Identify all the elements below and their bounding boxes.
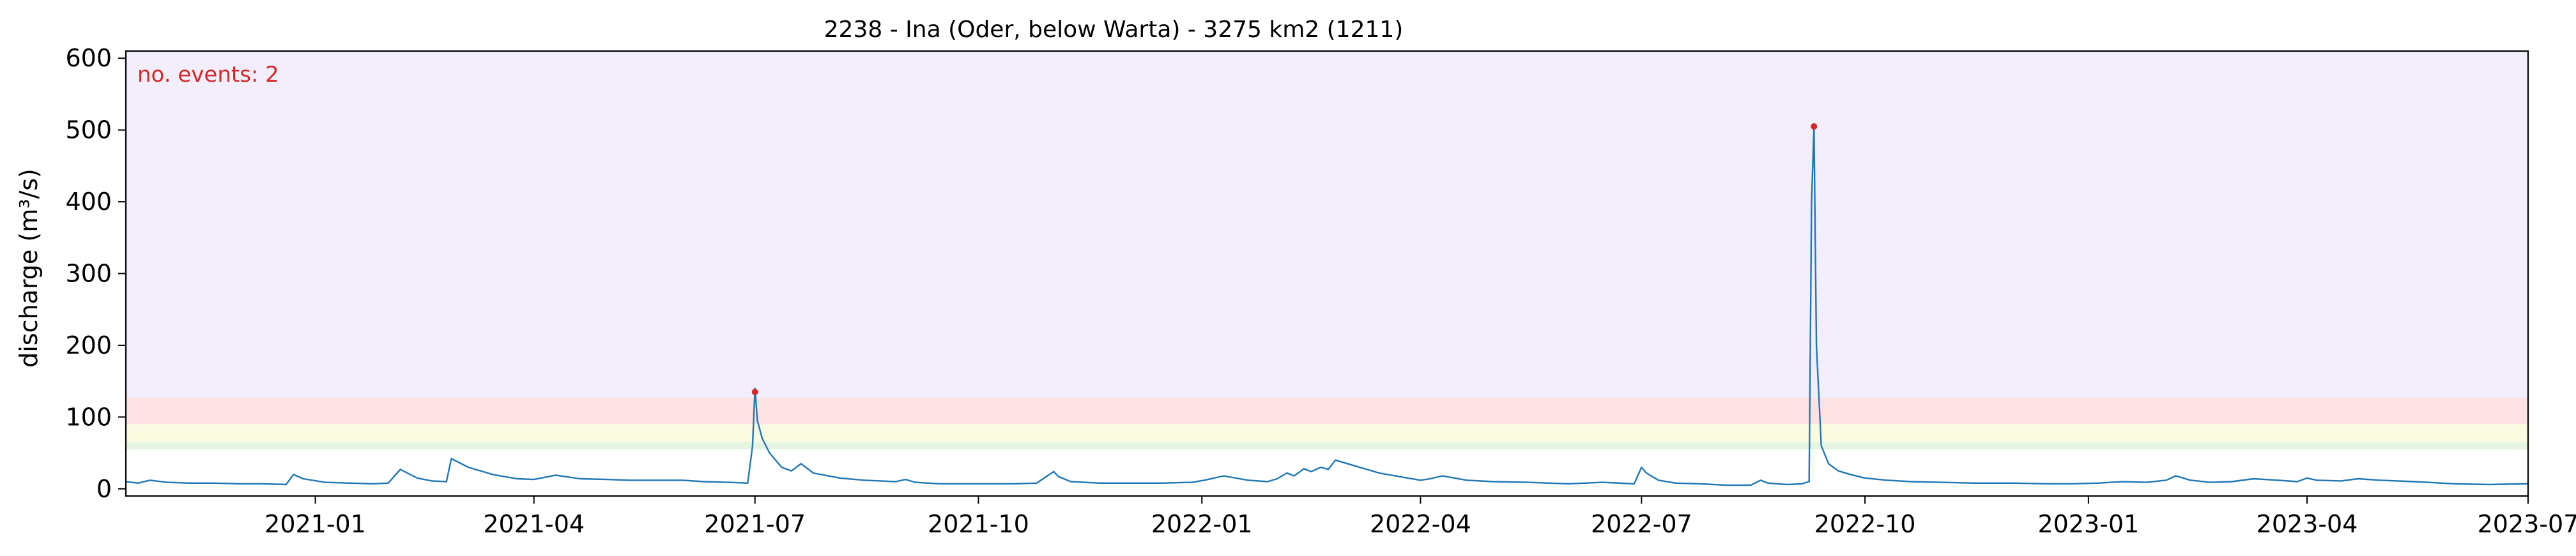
x-tick-label: 2021-10 xyxy=(928,510,1029,538)
threshold-band-2 xyxy=(126,424,2528,442)
x-tick-label: 2021-04 xyxy=(483,510,585,538)
y-tick-label: 0 xyxy=(96,475,112,503)
y-tick-label: 500 xyxy=(65,116,112,144)
y-axis-label: discharge (m³/s) xyxy=(15,169,43,368)
x-axis: 2021-01 2021-04 2021-07 2021-10 2022-01 2022-… xyxy=(264,496,2576,538)
event-markers xyxy=(751,123,1818,395)
event-marker-2 xyxy=(1811,123,1818,130)
x-tick-label: 2023-01 xyxy=(2037,510,2139,538)
series-layer xyxy=(125,125,2529,486)
threshold-bands xyxy=(126,51,2528,449)
event-marker-1 xyxy=(751,388,758,395)
y-tick-label: 400 xyxy=(65,188,112,216)
threshold-band-1 xyxy=(126,397,2528,425)
threshold-band-0 xyxy=(126,51,2528,398)
x-tick-label: 2022-07 xyxy=(1591,510,1692,538)
y-tick-label: 100 xyxy=(65,403,112,431)
y-axis: 0 100 200 300 400 500 600 xyxy=(65,44,126,503)
discharge-series-line xyxy=(125,125,2529,486)
x-tick-label: 2022-10 xyxy=(1814,510,1916,538)
events-count-annotation: no. events: 2 xyxy=(137,62,279,87)
x-tick-label: 2021-01 xyxy=(264,510,366,538)
x-tick-label: 2022-04 xyxy=(1370,510,1471,538)
x-tick-label: 2021-07 xyxy=(704,510,806,538)
y-tick-label: 600 xyxy=(65,44,112,72)
chart-title: 2238 - Ina (Oder, below Warta) - 3275 km… xyxy=(824,17,1404,43)
y-tick-label: 200 xyxy=(65,331,112,359)
x-tick-label: 2023-07 xyxy=(2478,510,2576,538)
y-tick-label: 300 xyxy=(65,260,112,288)
threshold-band-3 xyxy=(126,442,2528,449)
x-tick-label: 2023-04 xyxy=(2257,510,2358,538)
x-tick-label: 2022-01 xyxy=(1151,510,1253,538)
